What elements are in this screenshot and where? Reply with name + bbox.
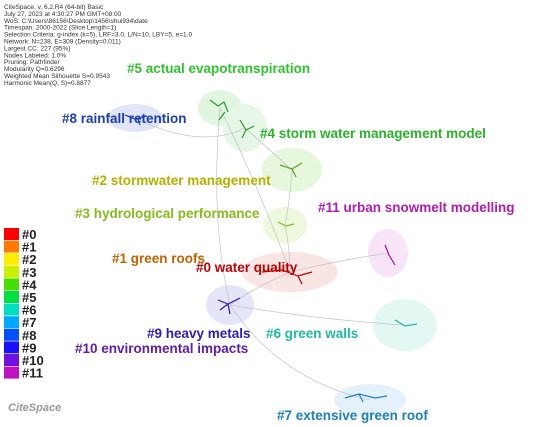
edge [229, 304, 371, 401]
node-branch [394, 319, 418, 327]
edge [244, 127, 293, 171]
cluster-label: #10 environmental impacts [75, 341, 248, 356]
header-line: Weighted Mean Silhouette S=0.9543 [4, 73, 110, 80]
node-branch [124, 114, 148, 126]
legend-swatch [4, 341, 19, 354]
header-line: Network: N=238, E=309 (Density=0.011) [4, 39, 121, 46]
legend-swatch [4, 328, 19, 341]
node-branch [217, 297, 241, 315]
network-nodes [124, 99, 418, 403]
legend-swatch [4, 303, 19, 316]
edge [229, 271, 291, 306]
header-line: CiteSpace, v. 6.2.R4 (64-bit) Basic [4, 4, 104, 11]
legend-swatch [4, 278, 19, 291]
legend: #0#1#2#3#4#5#6#7#8#9#10#11 [4, 227, 44, 381]
cluster-label: #1 green roofs [112, 251, 205, 266]
legend-swatch [4, 316, 19, 329]
header-line: Pruning: Pathfinder [4, 59, 60, 66]
cluster-labels: #5 actual evapotranspiration #8 rainfall … [62, 61, 515, 423]
legend-label: #0 [22, 227, 36, 242]
legend-swatch [4, 240, 19, 253]
network-edges [134, 107, 406, 401]
node-branch [344, 393, 388, 403]
legend-label: #2 [22, 252, 36, 267]
header-line: Nodes Labeled: 1.0% [4, 52, 66, 59]
legend-swatch [4, 366, 19, 379]
header-line: WoS: C:\Users\86156\Desktop\1456\shui934… [4, 18, 148, 25]
cluster-label: #4 storm water management model [260, 126, 486, 141]
header-line: July 27, 2023 at 4:30:27 PM GMT+08:00 [4, 11, 122, 18]
cluster-label: #8 rainfall retention [62, 111, 187, 126]
legend-label: #7 [22, 315, 36, 330]
cluster-label: #3 hydrological performance [75, 206, 260, 221]
header-line: Largest CC: 227 (95%) [4, 45, 70, 52]
header-info: CiteSpace, v. 6.2.R4 (64-bit) BasicJuly … [4, 4, 192, 87]
legend-label: #6 [22, 303, 36, 318]
node-branch [384, 244, 396, 266]
node-branch [239, 119, 255, 139]
header-line: Selection Criteria: g-index (k=5), LRF=3… [4, 32, 192, 39]
logo: CiteSpace [8, 402, 61, 414]
legend-label: #1 [22, 240, 36, 255]
edge [134, 117, 246, 138]
node-branch [209, 99, 229, 121]
cluster-label: #2 stormwater management [92, 173, 271, 188]
legend-swatch [4, 291, 19, 303]
legend-swatch [4, 253, 19, 266]
node-branch [261, 269, 313, 285]
legend-label: #10 [22, 353, 44, 368]
header-line: Modularity Q=0.6296 [4, 66, 65, 73]
cluster-label: #6 green walls [266, 326, 358, 341]
legend-swatch [4, 228, 19, 240]
legend-label: #9 [22, 340, 36, 355]
legend-swatch [4, 265, 19, 278]
legend-label: #11 [22, 366, 43, 381]
header-line: Timespan: 2000-2022 (Slice Length=1) [4, 25, 116, 32]
cluster-label: #7 extensive green roof [277, 408, 428, 423]
legend-swatch [4, 354, 19, 366]
legend-label: #8 [22, 328, 36, 343]
legend-label: #5 [22, 290, 36, 305]
legend-label: #4 [22, 277, 37, 292]
legend-label: #3 [22, 265, 36, 280]
node-branch [279, 162, 303, 178]
cluster-label: #0 water quality [196, 260, 298, 275]
node-branch [277, 221, 295, 227]
cluster-label: #5 actual evapotranspiration [127, 61, 310, 76]
edge [216, 107, 231, 306]
edge [284, 169, 293, 226]
edge [229, 304, 406, 326]
edge [219, 107, 291, 273]
cluster-label: #9 heavy metals [147, 326, 251, 341]
edge [284, 224, 291, 273]
cluster-label: #11 urban snowmelt modelling [318, 200, 515, 215]
header-line: Harmonic Mean(Q, S)=0.8877 [4, 80, 91, 87]
edge [289, 252, 389, 273]
